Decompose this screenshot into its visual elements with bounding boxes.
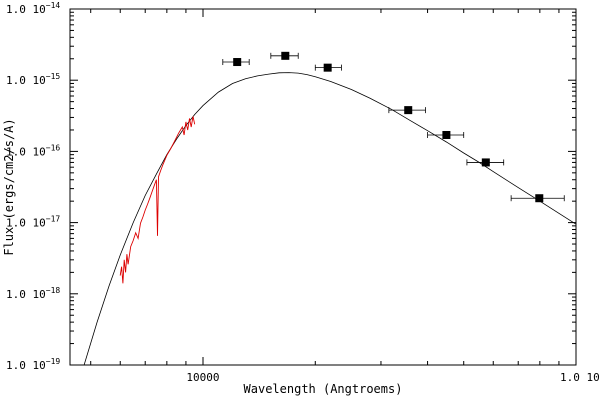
- chart-marks: [83, 51, 576, 365]
- y-tick-label-mantissa: 1.0 10: [6, 217, 46, 230]
- data-point: [314, 63, 342, 72]
- point-marker: [442, 130, 451, 139]
- data-point: [388, 106, 426, 115]
- y-tick-label: 1.0 10−17: [6, 215, 60, 230]
- y-tick-label: 1.0 10−14: [6, 1, 60, 16]
- plot-area: [83, 51, 576, 365]
- x-tick-label-mantissa: 1.0 10: [560, 371, 600, 384]
- x-tick-label-mantissa: 10000: [186, 371, 219, 384]
- plot-frame: [69, 8, 577, 366]
- data-point: [510, 194, 565, 203]
- point-marker: [535, 194, 544, 203]
- y-tick-label: 1.0 10−19: [6, 357, 60, 372]
- x-tick-label: 10000: [186, 371, 219, 384]
- y-tick-label-exponent: −14: [46, 1, 61, 10]
- x-axis-label: Wavelength (Angtroems): [244, 382, 403, 396]
- y-tick-label: 1.0 10−18: [6, 286, 60, 301]
- point-marker: [404, 106, 413, 115]
- point-marker: [281, 51, 290, 60]
- y-tick-label-mantissa: 1.0 10: [6, 145, 46, 158]
- y-tick-label-mantissa: 1.0 10: [6, 74, 46, 87]
- model-curve: [83, 72, 576, 365]
- y-tick-label: 1.0 10−15: [6, 72, 60, 87]
- data-point: [270, 51, 299, 60]
- y-tick-label-exponent: −18: [46, 286, 61, 295]
- x-tick-label: 1.0 105: [560, 369, 600, 384]
- y-tick-label-mantissa: 1.0 10: [6, 3, 46, 16]
- data-point: [466, 158, 505, 167]
- y-tick-label-exponent: −15: [46, 72, 61, 81]
- y-axis-label: Flux (ergs/cm2/s/A): [2, 118, 16, 255]
- y-tick-label-exponent: −17: [46, 215, 61, 224]
- data-point: [222, 58, 250, 67]
- point-marker: [233, 58, 242, 67]
- point-marker: [323, 63, 332, 72]
- data-point: [427, 130, 465, 139]
- axis-ticks: [70, 9, 577, 366]
- tick-labels: 1.0 10−191.0 10−181.0 10−171.0 10−161.0 …: [6, 1, 600, 384]
- point-marker: [481, 158, 490, 167]
- y-tick-label-mantissa: 1.0 10: [6, 359, 46, 372]
- y-tick-label: 1.0 10−16: [6, 143, 60, 158]
- y-tick-label-exponent: −16: [46, 143, 61, 152]
- spectrum-line: [119, 116, 196, 284]
- y-tick-label-mantissa: 1.0 10: [6, 288, 46, 301]
- y-tick-label-exponent: −19: [46, 357, 61, 366]
